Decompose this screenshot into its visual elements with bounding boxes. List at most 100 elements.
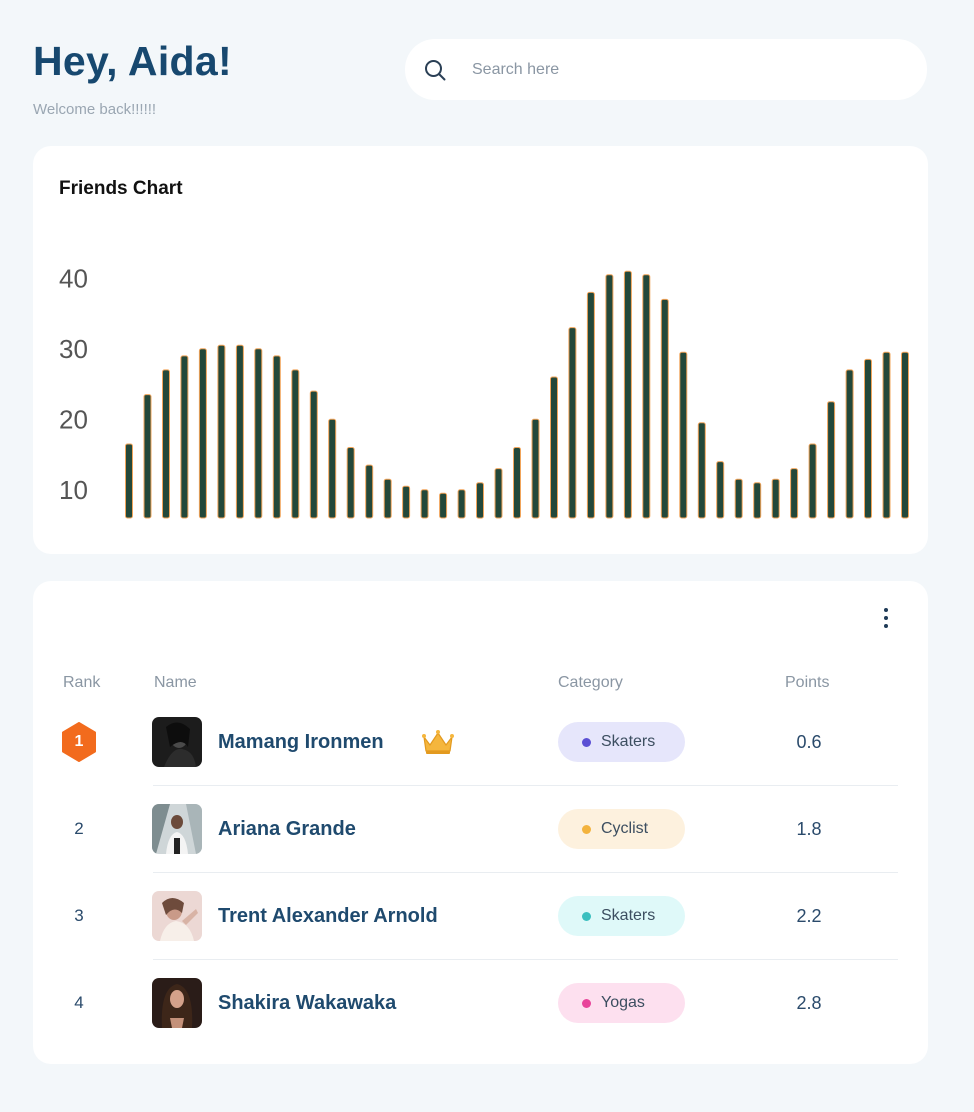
search-bar[interactable] — [405, 39, 927, 100]
rank-value: 3 — [74, 906, 84, 925]
chart-bar — [734, 478, 743, 519]
chart-bar — [457, 489, 466, 519]
chart-bar — [346, 447, 355, 519]
player-name[interactable]: Ariana Grande — [218, 817, 356, 840]
friends-chart-card: Friends Chart 10 20 30 40 — [33, 146, 928, 554]
chart-bar — [254, 348, 263, 519]
chart-bar — [790, 468, 799, 519]
chart-bar — [827, 401, 836, 519]
avatar — [152, 804, 202, 854]
search-input[interactable] — [472, 60, 872, 79]
chart-bar — [162, 369, 170, 519]
greeting-block: Hey, Aida! Welcome back!!!!!! — [33, 38, 232, 118]
chart-bar — [550, 376, 558, 519]
friends-bar-chart: 10 20 30 40 — [59, 263, 909, 519]
chart-bar — [272, 355, 281, 519]
more-options-button[interactable] — [878, 605, 894, 631]
category-badge: Skaters — [558, 722, 685, 762]
search-icon[interactable] — [423, 58, 447, 82]
rank-value: 4 — [74, 993, 84, 1012]
chart-bar — [864, 358, 872, 519]
chart-bar — [328, 418, 337, 519]
category-label: Yogas — [601, 994, 645, 1011]
welcome-subtitle: Welcome back!!!!!! — [33, 101, 157, 118]
avatar — [152, 717, 202, 767]
chart-bar — [882, 351, 891, 519]
table-row[interactable]: 3 Trent Alexander Arnold Skaters 2.2 — [33, 891, 928, 978]
chart-bar — [402, 485, 411, 519]
chart-bar — [605, 274, 614, 519]
column-header-category: Category — [558, 674, 623, 691]
chart-bar — [697, 422, 706, 519]
category-dot-icon — [582, 911, 591, 921]
chart-bar — [143, 394, 152, 519]
points-value: 2.2 — [796, 905, 822, 926]
row-divider — [153, 959, 898, 960]
chart-title: Friends Chart — [59, 178, 183, 199]
leaderboard-card: Rank Name Category Points 1 Mamang Ironm… — [33, 581, 928, 1064]
chart-bar — [716, 461, 725, 519]
points-value: 1.8 — [796, 818, 822, 839]
y-tick-label: 40 — [59, 263, 88, 293]
y-tick-label: 20 — [59, 404, 88, 434]
category-label: Skaters — [601, 733, 656, 750]
player-name[interactable]: Trent Alexander Arnold — [218, 904, 438, 927]
category-label: Cyclist — [601, 820, 649, 837]
points-value: 2.8 — [796, 992, 822, 1013]
column-header-rank: Rank — [63, 674, 101, 691]
avatar — [152, 891, 202, 941]
chart-bar — [586, 291, 595, 519]
avatar — [152, 978, 202, 1028]
table-row[interactable]: 2 Ariana Grande Cyclist 1.8 — [33, 804, 928, 891]
player-name[interactable]: Mamang Ironmen — [218, 730, 384, 753]
row-divider — [153, 785, 898, 786]
category-dot-icon — [582, 737, 591, 747]
chart-bar — [660, 298, 669, 519]
chart-bar — [531, 418, 540, 519]
points-value: 0.6 — [796, 731, 822, 752]
category-dot-icon — [582, 998, 591, 1008]
chart-bar — [383, 478, 392, 519]
chart-bar — [217, 344, 226, 519]
row-divider — [153, 872, 898, 873]
table-row[interactable]: 4 Shakira Wakawaka Yogas 2.8 — [33, 978, 928, 1065]
chart-bar — [180, 355, 189, 519]
category-label: Skaters — [601, 907, 656, 924]
chart-bar — [679, 351, 688, 519]
category-badge: Yogas — [558, 983, 685, 1023]
chart-bar — [513, 447, 521, 519]
chart-bar — [125, 443, 133, 519]
chart-bar — [420, 489, 429, 519]
chart-bar — [291, 369, 300, 519]
column-header-points: Points — [785, 674, 830, 691]
chart-bar — [439, 492, 448, 519]
y-tick-label: 10 — [59, 475, 88, 505]
chart-bar — [365, 464, 374, 519]
more-vertical-icon — [884, 608, 888, 612]
chart-bar — [494, 468, 503, 519]
chart-bar — [476, 482, 484, 519]
table-row[interactable]: 1 Mamang Ironmen Skaters 0.6 — [33, 717, 928, 804]
chart-bar — [235, 344, 244, 519]
chart-bar — [568, 327, 577, 519]
rank-value: 2 — [74, 819, 84, 838]
player-name[interactable]: Shakira Wakawaka — [218, 991, 397, 1014]
rank-value: 1 — [74, 733, 84, 750]
chart-bar — [845, 369, 854, 519]
chart-bar — [753, 482, 762, 519]
chart-bar — [623, 270, 632, 519]
page-title: Hey, Aida! — [33, 38, 232, 84]
chart-bar — [808, 443, 817, 519]
rank-hexagon-icon — [62, 722, 96, 762]
category-badge: Cyclist — [558, 809, 685, 849]
chart-bar — [309, 390, 318, 519]
y-tick-label: 30 — [59, 334, 88, 364]
chart-bar — [198, 348, 207, 519]
column-header-name: Name — [154, 674, 197, 691]
category-badge: Skaters — [558, 896, 685, 936]
chart-bar — [642, 274, 651, 519]
chart-bar — [771, 478, 780, 519]
category-dot-icon — [582, 824, 591, 834]
crown-icon — [422, 730, 454, 754]
chart-bar — [901, 351, 909, 519]
